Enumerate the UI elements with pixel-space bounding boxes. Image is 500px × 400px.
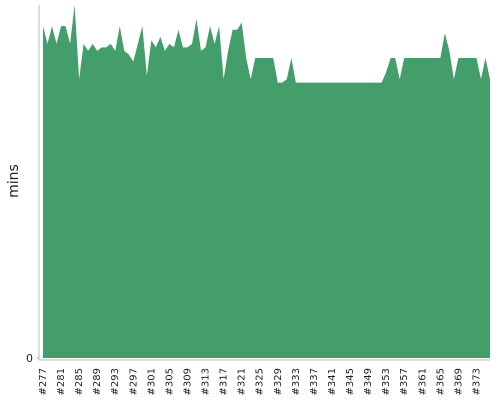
x-tick-label: #341 bbox=[327, 368, 338, 395]
x-tick-label: #313 bbox=[201, 368, 212, 395]
x-tick-label: #297 bbox=[128, 368, 139, 395]
x-tick-label: #285 bbox=[74, 368, 85, 395]
x-tick-label: #329 bbox=[273, 368, 284, 395]
x-tick-label: #353 bbox=[381, 368, 392, 395]
x-tick-label: #277 bbox=[38, 368, 49, 395]
x-tick-label: #317 bbox=[219, 368, 230, 395]
x-tick-label: #305 bbox=[164, 368, 175, 395]
x-tick-label: #281 bbox=[56, 368, 67, 395]
x-tick-label: #357 bbox=[399, 368, 410, 395]
x-tick-label: #293 bbox=[110, 368, 121, 395]
x-tick-label: #373 bbox=[471, 368, 482, 395]
y-axis-label: mins bbox=[6, 164, 22, 198]
y-tick-label: 0 bbox=[26, 352, 33, 365]
x-tick-label: #361 bbox=[417, 368, 428, 395]
x-tick-label: #337 bbox=[309, 368, 320, 395]
area bbox=[43, 5, 490, 358]
x-tick-label: #321 bbox=[237, 368, 248, 395]
x-tick-label: #333 bbox=[291, 368, 302, 395]
x-tick-label: #345 bbox=[345, 368, 356, 395]
x-tick-label: #365 bbox=[435, 368, 446, 395]
x-tick-label: #325 bbox=[255, 368, 266, 395]
x-tick-label: #301 bbox=[146, 368, 157, 395]
x-tick-label: #289 bbox=[92, 368, 103, 395]
x-tick-label: #369 bbox=[453, 368, 464, 395]
x-tick-label: #349 bbox=[363, 368, 374, 395]
x-tick-label: #309 bbox=[182, 368, 193, 395]
